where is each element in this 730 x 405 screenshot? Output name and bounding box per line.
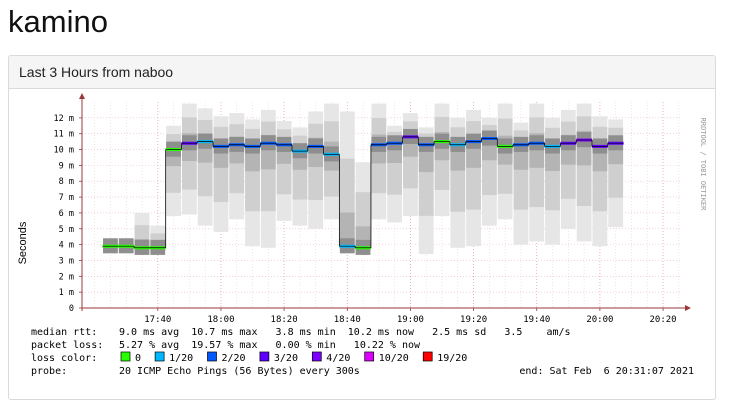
graph-panel: Last 3 Hours from naboo 0 1 m 2 m 3 m 4 m 5 m… <box>8 55 716 400</box>
loss-color-label: 19/20 <box>437 353 467 364</box>
chart-axes <box>79 93 691 311</box>
y-axis-arrow <box>79 93 85 99</box>
y-tick-label: 10 m <box>54 146 74 156</box>
stat-value: 9.0 ms avg 10.7 ms max 3.8 ms min 10.2 m… <box>119 327 571 338</box>
loss-color-swatch <box>207 351 217 362</box>
x-tick-label: 18:20 <box>271 315 298 325</box>
probe-end-time: end: Sat Feb 6 20:31:07 2021 <box>519 366 694 377</box>
y-tick-label: 0 <box>69 304 74 314</box>
loss-color-label: 4/20 <box>326 353 350 364</box>
loss-legend-label: loss color: <box>31 353 97 364</box>
loss-color-swatch <box>120 351 131 362</box>
y-tick-label: 3 m <box>59 256 74 266</box>
y-tick-label: 12 m <box>54 114 74 124</box>
page-title: kamino <box>8 4 108 39</box>
y-tick-label: 2 m <box>59 272 74 282</box>
stats-block: median rtt: 9.0 ms avg 10.7 ms max 3.8 ms… <box>31 327 694 377</box>
y-tick-labels: 0 1 m 2 m 3 m 4 m 5 m 6 m 7 m 8 m 9 m 10 m 11 m 12 m <box>54 114 74 314</box>
x-tick-label: 19:20 <box>460 315 487 325</box>
x-axis-arrow <box>685 305 691 311</box>
x-tick-label: 19:00 <box>397 315 424 325</box>
loss-color-swatch <box>259 351 270 362</box>
loss-color-label: 2/20 <box>222 353 246 364</box>
loss-color-swatch <box>311 351 322 362</box>
x-tick-labels: 17:40 18:00 18:20 18:40 19:00 19:20 19:40 20:00… <box>144 315 676 325</box>
stat-label: median rtt: <box>31 327 97 338</box>
median-rtt-line <box>102 135 624 250</box>
y-tick-label: 5 m <box>59 225 74 235</box>
y-tick-label: 4 m <box>59 241 74 251</box>
x-tick-label: 17:40 <box>144 315 171 325</box>
loss-color-label: 10/20 <box>379 353 409 364</box>
y-tick-label: 6 m <box>59 209 74 219</box>
loss-color-swatch <box>422 351 433 362</box>
stat-label: packet loss: <box>31 340 103 351</box>
loss-color-label: 1/20 <box>169 353 193 364</box>
rrdtool-watermark: RRDTOOL / TOBI OETIKER <box>699 118 707 212</box>
x-tick-label: 20:00 <box>586 315 613 325</box>
x-tick-label: 19:40 <box>523 315 550 325</box>
loss-color-swatch <box>364 351 375 362</box>
x-tick-label: 18:00 <box>207 315 234 325</box>
loss-color-label: 0 <box>135 353 141 364</box>
y-tick-label: 11 m <box>54 130 74 140</box>
loss-color-swatch <box>154 351 165 362</box>
x-tick-label: 18:40 <box>334 315 361 325</box>
probe-text: 20 ICMP Echo Pings (56 Bytes) every 300s <box>119 366 360 377</box>
x-tick-label: 20:20 <box>650 315 677 325</box>
y-axis-label: Seconds <box>17 221 29 264</box>
loss-color-label: 3/20 <box>274 353 298 364</box>
stat-value: 5.27 % avg 19.57 % max 0.00 % min 10.22 … <box>119 340 421 351</box>
y-tick-label: 8 m <box>59 177 74 187</box>
latency-chart: 0 1 m 2 m 3 m 4 m 5 m 6 m 7 m 8 m 9 m 10 m 11 m 12 m… <box>17 93 707 377</box>
y-tick-label: 9 m <box>59 161 74 171</box>
panel-title: Last 3 Hours from naboo <box>9 56 715 89</box>
y-tick-label: 7 m <box>59 193 74 203</box>
y-tick-label: 1 m <box>59 288 74 298</box>
probe-label: probe: <box>31 366 67 377</box>
